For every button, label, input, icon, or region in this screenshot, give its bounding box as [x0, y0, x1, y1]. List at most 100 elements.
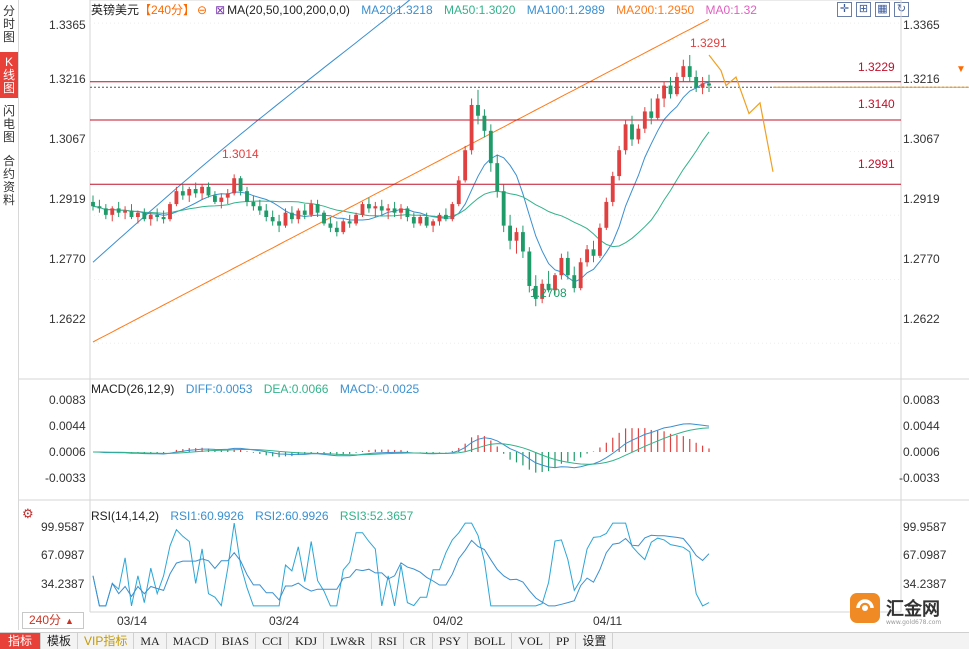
macd-tick-right: 0.0044 — [903, 419, 940, 433]
candle-body — [309, 204, 314, 215]
tab-contract-info[interactable]: 合约资料 — [2, 154, 15, 207]
candle-body — [495, 163, 500, 192]
candle-body — [655, 98, 660, 118]
candle-body — [373, 206, 378, 209]
y-tick-left: 1.3365 — [49, 18, 86, 32]
candle-body — [424, 217, 429, 226]
indicator-lwr[interactable]: LW&R — [324, 633, 373, 649]
ma50-line — [92, 131, 710, 248]
rsi-tick-left: 67.0987 — [41, 548, 85, 562]
candle-body — [264, 210, 269, 218]
indicator-kdj[interactable]: KDJ — [289, 633, 325, 649]
y-tick-right: 1.3216 — [903, 72, 940, 86]
candle-body — [540, 283, 545, 299]
candle-body — [366, 204, 371, 209]
candle-body — [219, 197, 224, 202]
y-tick-left: 1.3216 — [49, 72, 86, 86]
candle-body — [482, 115, 487, 131]
candle-body — [129, 210, 134, 218]
settings-tab[interactable]: 设置 — [576, 633, 614, 649]
candle-body — [450, 204, 455, 220]
indicator-macd[interactable]: MACD — [167, 633, 216, 649]
tab-flash[interactable]: 闪电图 — [2, 104, 15, 144]
x-date: 03/14 — [117, 614, 148, 628]
candle-body — [148, 214, 153, 220]
indicator-bias[interactable]: BIAS — [216, 633, 257, 649]
rsi-tick-left: 34.2387 — [41, 577, 85, 591]
indicator-pp[interactable]: PP — [550, 633, 577, 649]
candle-body — [501, 191, 506, 226]
ma200-value: MA200:1.2950 — [616, 3, 695, 17]
candle-body — [245, 191, 249, 202]
candle-body — [585, 249, 590, 263]
candle-body — [225, 193, 230, 198]
macd-label: MACD(26,12,9) — [91, 382, 175, 396]
candle-body — [103, 208, 108, 215]
ma100-value: MA100:1.2989 — [526, 3, 605, 17]
candle-body — [379, 206, 384, 211]
price-chart[interactable] — [19, 0, 969, 630]
candle-body — [623, 124, 628, 151]
candle-body — [187, 189, 192, 196]
candle-body — [360, 204, 365, 215]
indicator-tab[interactable]: 指标 — [0, 633, 42, 649]
candle-body — [411, 217, 416, 224]
x-date: 04/02 — [433, 614, 464, 628]
period-selector-label: 240分 — [29, 613, 62, 627]
macd-diff-line — [92, 423, 710, 469]
ma-config-icon[interactable]: ⊠ — [215, 3, 226, 17]
candle-body — [277, 221, 282, 226]
macd-diff: DIFF:0.0053 — [185, 382, 253, 396]
candle-body — [636, 128, 641, 140]
caret-up-icon: ▲ — [65, 616, 74, 626]
candle-body — [617, 150, 622, 177]
candle-body — [347, 221, 352, 224]
period-selector[interactable]: 240分 ▲ — [22, 612, 84, 629]
macd-tick-left: -0.0033 — [45, 471, 86, 485]
candle-body — [642, 111, 647, 129]
rsi2-value: RSI2:60.9926 — [255, 509, 329, 523]
candle-body — [476, 104, 480, 116]
candle-body — [437, 214, 442, 222]
vip-indicator-tab[interactable]: VIP指标 — [78, 633, 135, 649]
tab-timeshare[interactable]: 分时图 — [2, 4, 15, 44]
indicator-ma[interactable]: MA — [134, 633, 167, 649]
indicator-boll[interactable]: BOLL — [468, 633, 513, 649]
indicator-cr[interactable]: CR — [404, 633, 433, 649]
candle-body — [193, 189, 198, 194]
tab-kline[interactable]: K线图 — [0, 52, 18, 98]
shrink-icon[interactable]: ⊞ — [856, 2, 871, 17]
y-tick-left: 1.2770 — [49, 252, 86, 266]
fullscreen-icon[interactable]: ✛ — [837, 2, 852, 17]
candle-body — [354, 214, 359, 224]
current-price-marker[interactable]: ▼ — [956, 64, 966, 75]
candle-body — [97, 206, 102, 209]
chart-area[interactable]: 英镑美元【240分】 ⊖ ⊠ MA(20,50,100,200,0,0) MA20:1… — [19, 0, 969, 630]
rsi-settings-icon[interactable]: ⚙ — [22, 506, 34, 521]
template-tab[interactable]: 模板 — [41, 633, 79, 649]
candle-body — [520, 232, 525, 252]
macd-dea: DEA:0.0066 — [263, 382, 329, 396]
settings-icon[interactable]: ⊖ — [197, 3, 208, 17]
indicator-vol[interactable]: VOL — [512, 633, 550, 649]
projection-path — [708, 54, 774, 172]
candle-body — [270, 217, 275, 222]
indicator-psy[interactable]: PSY — [433, 633, 468, 649]
x-date: 03/24 — [269, 614, 300, 628]
candle-body — [591, 249, 596, 256]
macd-value: MACD:-0.0025 — [339, 382, 420, 396]
candle-body — [610, 176, 615, 202]
high-annotation: 1.3291 — [690, 36, 727, 50]
macd-legend: MACD(26,12,9) DIFF:0.0053 DEA:0.0066 MAC… — [91, 382, 427, 396]
low-annotation: 1.2708 — [530, 286, 567, 300]
candle-body — [212, 195, 217, 202]
y-tick-left: 1.2622 — [49, 312, 86, 326]
candle-body — [565, 257, 570, 276]
candle-body — [687, 66, 692, 77]
grid-icon[interactable]: ▦ — [875, 2, 890, 17]
candle-body — [302, 210, 307, 215]
indicator-rsi[interactable]: RSI — [372, 633, 404, 649]
candle-body — [662, 85, 667, 99]
candle-body — [180, 191, 185, 196]
indicator-cci[interactable]: CCI — [256, 633, 290, 649]
